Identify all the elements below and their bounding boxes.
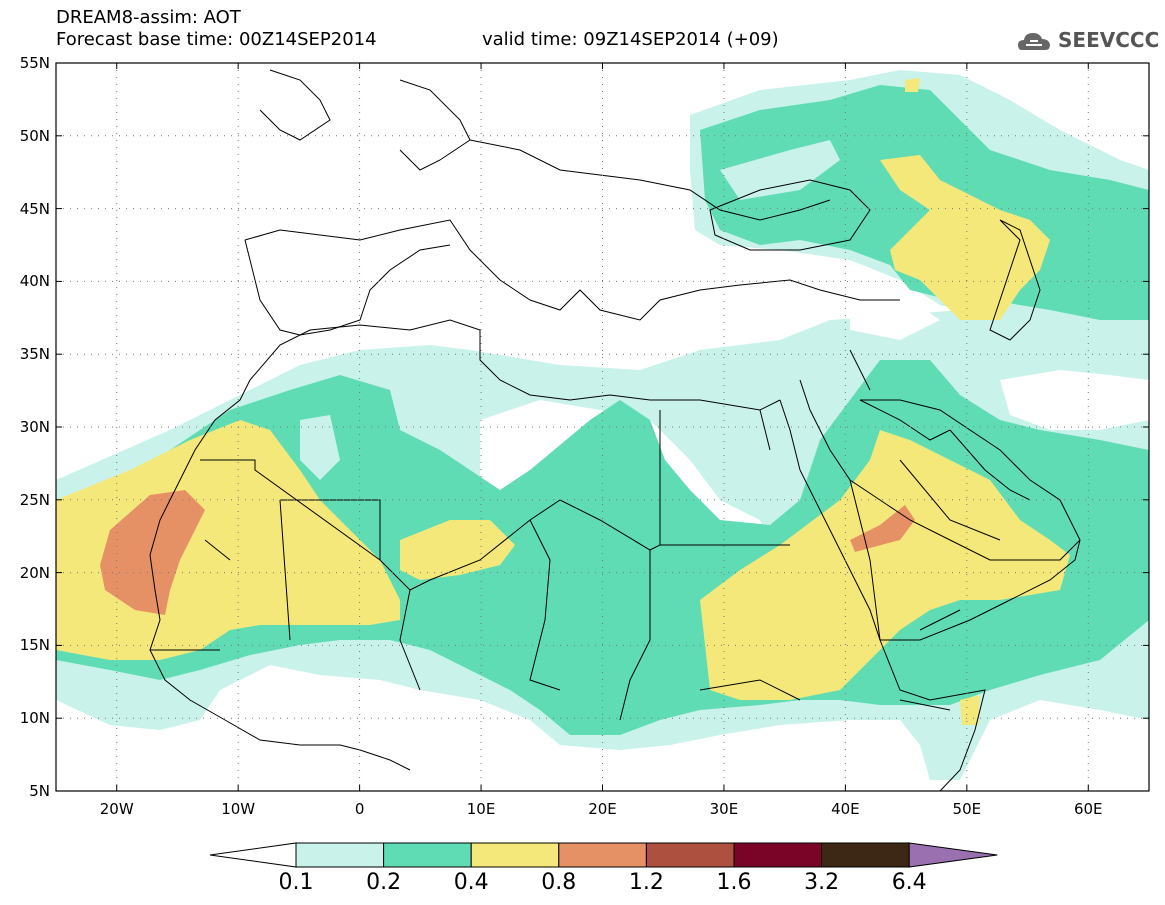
- lat-label: 10N: [19, 709, 50, 728]
- colorbar-segment: [733, 842, 823, 868]
- colorbar-segment: [821, 842, 910, 868]
- lat-label: 15N: [19, 636, 50, 655]
- map-title: DREAM8-assim: AOT: [56, 7, 241, 28]
- lat-label: 55N: [19, 54, 50, 72]
- lon-label: 20E: [588, 800, 617, 818]
- lon-label: 50E: [952, 800, 982, 818]
- aot-level-0.8: [100, 490, 915, 615]
- lat-label: 50N: [19, 126, 50, 145]
- graticule: [56, 63, 1149, 791]
- colorbar-label: 1.2: [628, 870, 664, 895]
- axis-ticks: [56, 62, 1149, 792]
- lon-label: 10E: [466, 800, 496, 818]
- colorbar-label: 0.4: [453, 870, 489, 895]
- lon-label: 10W: [221, 800, 256, 818]
- lat-label: 25N: [19, 490, 50, 509]
- forecast-base-time: Forecast base time: 00Z14SEP2014: [56, 29, 377, 50]
- lon-label: 20W: [99, 800, 134, 818]
- colorbar-segment: [470, 842, 560, 868]
- lat-label: 45N: [19, 199, 50, 218]
- lon-label: 30E: [709, 800, 739, 818]
- seevccc-cloud-logo-icon: [1018, 33, 1050, 50]
- colorbar-label: 1.6: [716, 870, 752, 895]
- lon-label: 60E: [1073, 800, 1103, 818]
- colorbar-segment: [295, 842, 385, 868]
- colorbar-high-triangle: [908, 842, 998, 868]
- logo-text: SEEVCCC: [1058, 28, 1160, 52]
- lon-label: 40E: [831, 800, 860, 818]
- lon-label: 0: [354, 800, 365, 818]
- lat-label: 35N: [19, 345, 50, 364]
- colorbar-label: 3.2: [804, 870, 840, 895]
- colorbar-label: 0.8: [541, 870, 577, 895]
- colorbar-label: 0.1: [278, 870, 314, 895]
- colorbar-label: 0.2: [366, 870, 402, 895]
- colorbar-segment: [645, 842, 735, 868]
- colorbar-label: 6.4: [891, 870, 927, 895]
- colorbar-low-triangle: [209, 842, 297, 868]
- lat-label: 30N: [19, 418, 50, 436]
- colorbar-segment: [383, 842, 472, 868]
- lat-label: 5N: [29, 782, 50, 800]
- coastlines-borders: [149, 69, 1081, 791]
- lat-label: 20N: [19, 563, 50, 582]
- colorbar-segment: [558, 842, 647, 868]
- valid-time: valid time: 09Z14SEP2014 (+09): [482, 29, 779, 50]
- colorbar: [209, 842, 998, 868]
- lat-label: 40N: [19, 272, 50, 291]
